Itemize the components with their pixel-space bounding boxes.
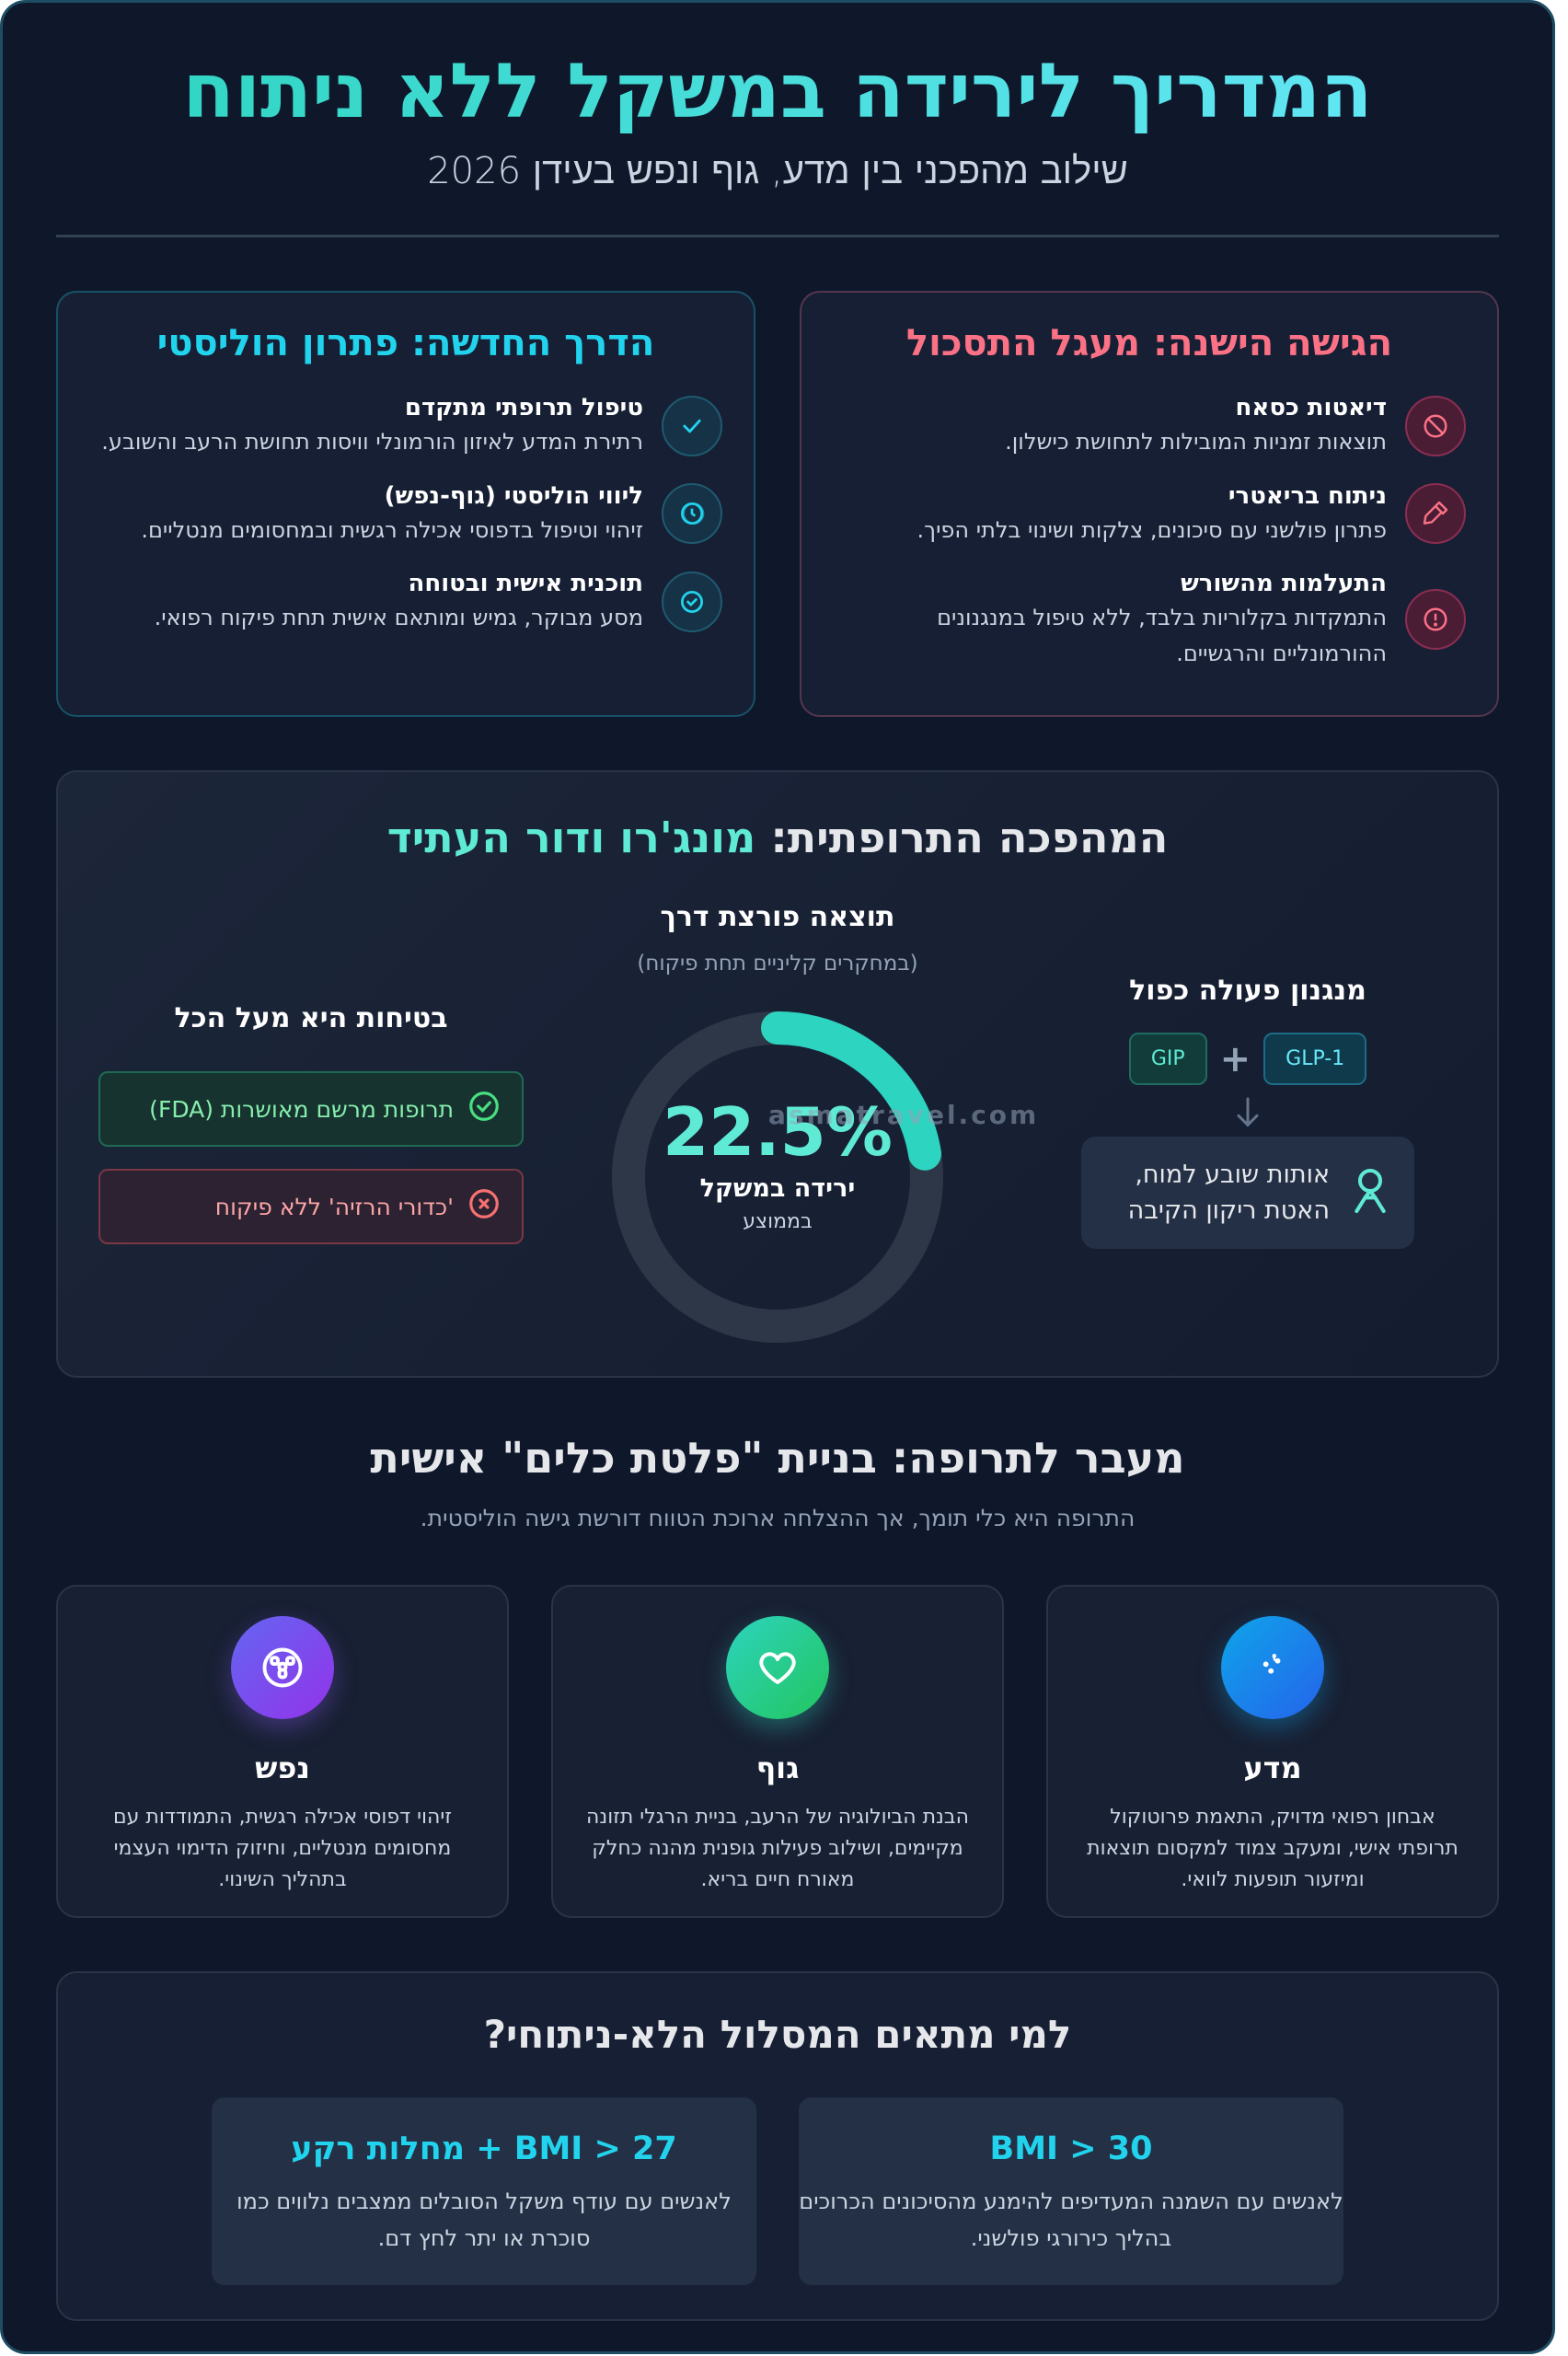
x-circle-icon	[467, 1186, 502, 1227]
header: המדריך לירידה במשקל ללא ניתוח שילוב מהפכ…	[56, 3, 1499, 238]
check-circle-icon	[467, 1089, 502, 1129]
alert-icon	[1405, 589, 1466, 651]
divider	[56, 235, 1499, 238]
plus-sign: +	[1219, 1037, 1251, 1080]
person-icon	[1350, 1165, 1390, 1220]
toolkit-card-desc: אבחון רפואי מדויק, התאמת פרוטוקול תרופתי…	[1087, 1806, 1458, 1892]
suitability-box-title: BMI > 27 + מחלות רקע	[291, 2131, 677, 2168]
heart-icon	[726, 1616, 829, 1720]
suitability-title: למי מתאים המסלול הלא-ניתוחי?	[483, 2012, 1072, 2058]
item-title: דיאטות כסאח	[1235, 394, 1387, 422]
toolkit-card-title: גוף	[755, 1750, 800, 1786]
safety-column: בטיחות היא מעל הכל תרופות מרשם מאושרות (…	[98, 1002, 524, 1245]
old-item: ניתוח בריאטרי פתרון פולשני עם סיכונים, צ…	[833, 480, 1466, 548]
arrow-down-icon	[1229, 1094, 1266, 1131]
mind-icon	[231, 1616, 334, 1720]
page-subtitle: שילוב מהפכני בין מדע, גוף ונפש בעידן 202…	[427, 150, 1128, 193]
safety-title: בטיחות היא מעל הכל	[174, 1002, 448, 1035]
suitability-boxes: BMI > 30 לאנשים עם השמנה המעדיפים להימנע…	[58, 2097, 1497, 2286]
pharma-title: המהפכה התרופתית: מונג'רו ודור העתיד	[58, 813, 1497, 862]
old-approach-card: הגישה הישנה: מעגל התסכול דיאטות כסאח תוצ…	[800, 291, 1499, 718]
ban-icon	[1405, 395, 1466, 456]
page-title: המדריך לירידה במשקל ללא ניתוח	[56, 50, 1499, 133]
item-desc: זיהוי וטיפול בדפוסי אכילה רגשית ובמחסומי…	[141, 516, 643, 543]
new-item: ליווי הוליסטי (גוף-נפש) זיהוי וטיפול בדפ…	[89, 480, 722, 548]
mechanism-result-box: אותות שובע למוח, האטת ריקון הקיבה	[1081, 1137, 1414, 1250]
item-desc: תוצאות זמניות המובילות לתחושת כישלון.	[1005, 429, 1387, 456]
item-title: טיפול תרופתי מתקדם	[404, 394, 643, 422]
result-subtitle: (במחקרים קליניים תחת פיקוח)	[637, 952, 918, 976]
new-approach-card: הדרך החדשה: פתרון הוליסטי טיפול תרופתי מ…	[56, 291, 755, 718]
old-item: דיאטות כסאח תוצאות זמניות המובילות לתחוש…	[833, 392, 1466, 459]
result-title: תוצאה פורצת דרך	[660, 901, 895, 934]
unsupervised-pills-box: 'כדורי הרזיה' ללא פיקוח	[98, 1169, 524, 1245]
toolkit-card-body: גוף הבנת הביולוגיה של הרעב, בניית הרגלי …	[551, 1585, 1004, 1919]
old-item: התעלמות מהשורש התמקדות בקלוריות בלבד, לל…	[833, 568, 1466, 671]
suitability-box: BMI > 27 + מחלות רקע לאנשים עם עודף משקל…	[212, 2097, 756, 2286]
result-sublabel: בממוצע	[743, 1210, 813, 1234]
new-item: טיפול תרופתי מתקדם רתירת המדע לאיזון הור…	[89, 392, 722, 459]
molecule-icon	[1221, 1616, 1324, 1720]
toolkit-subtitle: התרופה היא כלי תומך, אך ההצלחה ארוכת הטו…	[420, 1505, 1136, 1532]
mechanism-result-text: אותות שובע למוח, האטת ריקון הקיבה	[1127, 1161, 1330, 1226]
toolkit-card-title: נפש	[255, 1750, 310, 1786]
item-desc: רתירת המדע לאיזון הורמונלי וויסות תחושת …	[101, 429, 643, 456]
result-label: ירידה במשקל	[699, 1174, 856, 1204]
mechanism-column: מנגנון פעולה כפול GLP-1 + GIP אותות שובע…	[1081, 975, 1414, 1250]
result-percentage: 22.5%	[663, 1093, 893, 1172]
item-title: התעלמות מהשורש	[1181, 570, 1387, 598]
check-icon	[662, 395, 722, 456]
item-desc: פתרון פולשני עם סיכונים, צלקות ושינוי בל…	[917, 516, 1387, 543]
new-approach-title: הדרך החדשה: פתרון הוליסטי	[156, 322, 655, 365]
toolkit-title: מעבר לתרופה: בניית "פלטת כלים" אישית	[370, 1433, 1185, 1484]
hormone-pills: GLP-1 + GIP	[1081, 1033, 1414, 1086]
old-approach-title: הגישה הישנה: מעגל התסכול	[905, 322, 1393, 365]
pharma-title-prefix: המהפכה התרופתית:	[770, 813, 1169, 863]
item-desc: מסע מבוקר, גמיש ומותאם אישית תחת פיקוח ר…	[154, 605, 643, 631]
suitability-box-desc: לאנשים עם עודף משקל הסובלים ממצבים נלווי…	[236, 2189, 732, 2251]
item-title: ליווי הוליסטי (גוף-נפש)	[384, 481, 643, 510]
gip-pill: GIP	[1128, 1033, 1207, 1086]
toolkit-card-science: מדע אבחון רפואי מדויק, התאמת פרוטוקול תר…	[1046, 1585, 1499, 1919]
unsupervised-pills-text: 'כדורי הרזיה' ללא פיקוח	[214, 1193, 454, 1220]
suitability-box: BMI > 30 לאנשים עם השמנה המעדיפים להימנע…	[799, 2097, 1343, 2286]
check-circle-icon	[662, 571, 722, 632]
pharma-title-highlight: מונג'רו ודור העתיד	[386, 813, 756, 863]
approved-drugs-text: תרופות מרשם מאושרות (FDA)	[149, 1095, 454, 1123]
suitability-box-title: BMI > 30	[989, 2131, 1153, 2168]
suitability-box-desc: לאנשים עם השמנה המעדיפים להימנע מהסיכוני…	[799, 2189, 1343, 2251]
comparison-section: הגישה הישנה: מעגל התסכול דיאטות כסאח תוצ…	[56, 291, 1499, 718]
mechanism-title: מנגנון פעולה כפול	[1129, 975, 1366, 1008]
toolkit-card-desc: הבנת הביולוגיה של הרעב, בניית הרגלי תזונ…	[586, 1806, 969, 1892]
toolkit-card-mind: נפש זיהוי דפוסי אכילה רגשית, התמודדות עם…	[56, 1585, 509, 1919]
item-desc: התמקדות בקלוריות בלבד, ללא טיפול במנגנונ…	[937, 605, 1387, 666]
brain-clock-icon	[662, 483, 722, 545]
toolkit-card-desc: זיהוי דפוסי אכילה רגשית, התמודדות עם מחס…	[113, 1806, 452, 1892]
weight-loss-donut-chart: 22.5% ירידה במשקל בממוצע	[611, 1011, 944, 1344]
scalpel-icon	[1405, 483, 1466, 545]
toolkit-cards: מדע אבחון רפואי מדויק, התאמת פרוטוקול תר…	[56, 1585, 1499, 1919]
result-column: תוצאה פורצת דרך (במחקרים קליניים תחת פיק…	[584, 901, 971, 1344]
glp1-pill: GLP-1	[1263, 1033, 1367, 1086]
new-item: תוכנית אישית ובטוחה מסע מבוקר, גמיש ומות…	[89, 568, 722, 635]
pharma-section: המהפכה התרופתית: מונג'רו ודור העתיד מנגנ…	[56, 770, 1499, 1379]
toolkit-card-title: מדע	[1243, 1750, 1302, 1786]
approved-drugs-box: תרופות מרשם מאושרות (FDA)	[98, 1071, 524, 1148]
item-title: ניתוח בריאטרי	[1228, 481, 1387, 510]
suitability-section: למי מתאים המסלול הלא-ניתוחי? BMI > 30 לא…	[56, 1971, 1499, 2322]
item-title: תוכנית אישית ובטוחה	[408, 570, 643, 598]
